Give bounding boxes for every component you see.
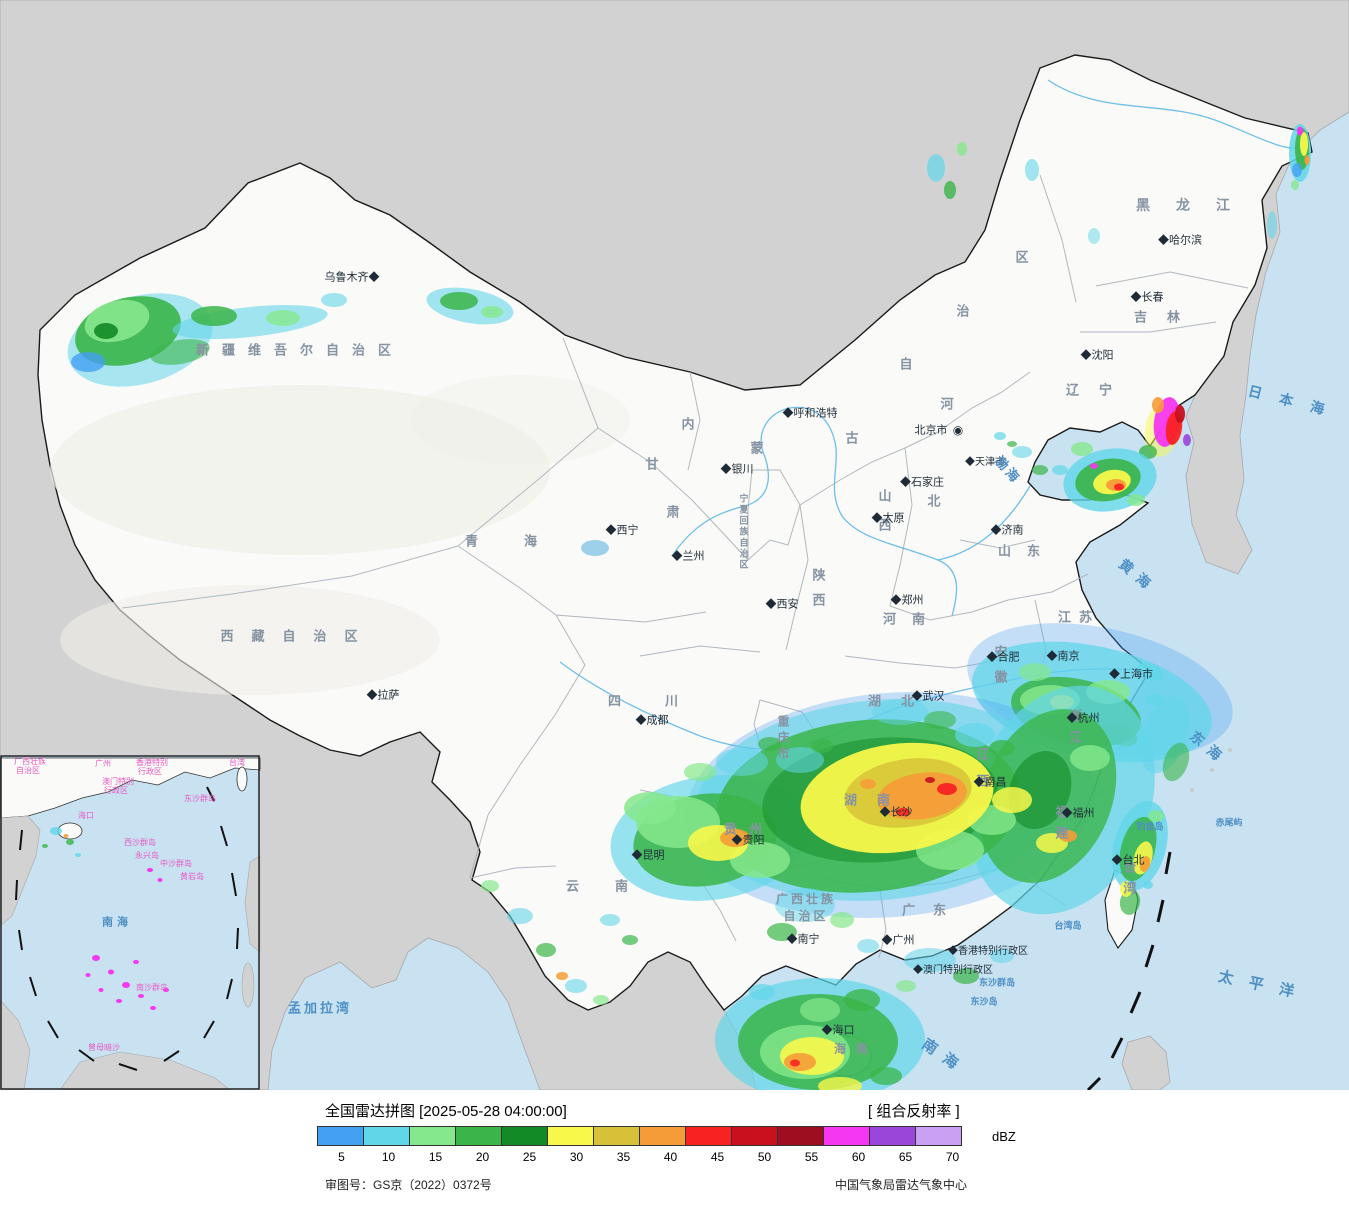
legend-swatch	[501, 1126, 548, 1146]
agency-name: 中国气象局雷达气象中心	[835, 1178, 968, 1192]
product-type-label: [ 组合反射率 ]	[868, 1103, 960, 1120]
legend-swatch	[547, 1126, 594, 1146]
legend-swatch	[455, 1126, 502, 1146]
terrain-shading	[50, 375, 630, 695]
legend-swatch	[409, 1126, 456, 1146]
china-radar-map	[0, 0, 1349, 1090]
map-approval-number: 审图号：GS京（2022）0372号	[325, 1178, 492, 1192]
legend-value: 40	[663, 1150, 678, 1164]
boundary-dash-line	[1086, 851, 1172, 1090]
ryukyu-island-dot	[1210, 768, 1214, 772]
inset-border	[0, 755, 260, 1090]
legend-swatch	[823, 1126, 870, 1146]
legend-value: 25	[522, 1150, 537, 1164]
ryukyu-island-dot	[1190, 788, 1194, 792]
dbz-scale-values: 5 10 15 20 25 30 35 40 45 50 55 60 65 70	[318, 1150, 976, 1164]
dbz-colorbar	[317, 1126, 962, 1146]
legend-value: 10	[381, 1150, 396, 1164]
legend-swatch	[915, 1126, 962, 1146]
legend-value: 20	[475, 1150, 490, 1164]
qinghai-lake	[581, 540, 609, 556]
luzon-island	[1121, 1035, 1171, 1090]
legend-value: 5	[338, 1150, 345, 1164]
legend-swatch	[593, 1126, 640, 1146]
legend-value: 65	[898, 1150, 913, 1164]
dbz-unit-label: dBZ	[992, 1129, 1016, 1144]
legend-value: 70	[945, 1150, 960, 1164]
ryukyu-island-dot	[1228, 748, 1232, 752]
legend-value: 55	[804, 1150, 819, 1164]
radar-echoes	[67, 124, 1311, 1090]
legend-swatch	[639, 1126, 686, 1146]
inset-radar-echoes	[42, 827, 169, 1010]
legend-swatch	[685, 1126, 732, 1146]
south-china-sea-inset	[0, 755, 261, 1090]
legend-value: 30	[569, 1150, 584, 1164]
legend-value: 45	[710, 1150, 725, 1164]
legend-value: 15	[428, 1150, 443, 1164]
legend-value: 35	[616, 1150, 631, 1164]
legend-swatch	[317, 1126, 364, 1146]
legend-value: 60	[851, 1150, 866, 1164]
legend-swatch	[777, 1126, 824, 1146]
legend-panel: 全国雷达拼图 [2025-05-28 04:00:00] [ 组合反射率 ] d…	[0, 1090, 1349, 1208]
map-title: 全国雷达拼图 [2025-05-28 04:00:00]	[325, 1103, 567, 1120]
legend-swatch	[363, 1126, 410, 1146]
legend-swatch	[731, 1126, 778, 1146]
legend-value: 50	[757, 1150, 772, 1164]
legend-swatch	[869, 1126, 916, 1146]
